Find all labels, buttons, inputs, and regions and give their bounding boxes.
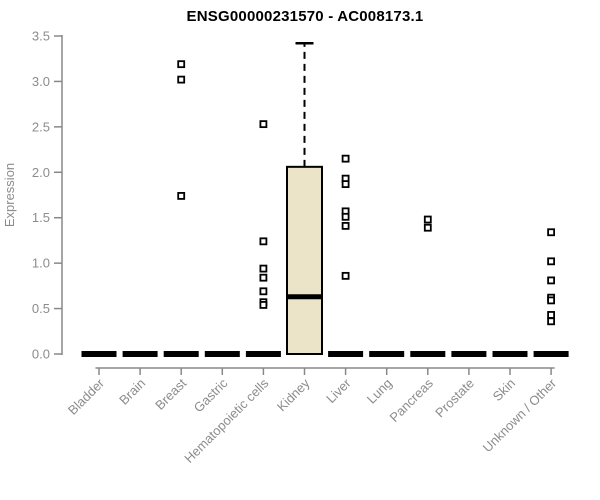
outlier-point-hematopoietic-cells xyxy=(259,273,268,282)
y-axis-tick-label: 3.5 xyxy=(32,29,50,44)
x-axis-label-lung: Lung xyxy=(364,376,395,407)
zero-box-skin xyxy=(492,351,528,357)
x-axis-label-liver: Liver xyxy=(323,375,354,406)
x-axis-label-prostate: Prostate xyxy=(432,376,477,421)
zero-box-lung xyxy=(369,351,405,357)
x-axis-label-breast: Breast xyxy=(152,375,189,412)
zero-box-unknown-other xyxy=(533,351,569,357)
outlier-point-unknown-other xyxy=(547,296,555,305)
x-axis-label-skin: Skin xyxy=(490,376,518,404)
outlier-point-liver xyxy=(341,154,350,163)
zero-box-hematopoietic-cells xyxy=(245,351,281,357)
outlier-point-liver xyxy=(341,271,350,280)
outlier-point-liver xyxy=(341,212,350,221)
outlier-point-unknown-other xyxy=(547,228,555,237)
x-axis-label-unknown-other: Unknown / Other xyxy=(480,375,560,455)
y-axis-tick-label: 3.0 xyxy=(32,74,50,89)
outlier-point-unknown-other xyxy=(547,311,555,319)
x-axis-label-pancreas: Pancreas xyxy=(386,375,436,425)
outlier-point-breast xyxy=(177,192,186,200)
box-kidney xyxy=(286,165,323,355)
x-axis-label-brain: Brain xyxy=(116,376,148,408)
outlier-point-pancreas xyxy=(423,215,432,224)
outlier-point-hematopoietic-cells xyxy=(259,237,268,246)
outlier-point-liver xyxy=(341,221,350,230)
y-axis-tick-label: 0.0 xyxy=(32,347,50,362)
outlier-point-breast xyxy=(177,60,186,69)
outlier-point-breast xyxy=(177,75,186,84)
x-axis-label-kidney: Kidney xyxy=(274,375,313,414)
zero-box-gastric xyxy=(204,351,240,357)
y-axis-tick-label: 1.5 xyxy=(32,210,50,225)
y-axis-tick-label: 1.0 xyxy=(32,256,50,271)
x-axis-label-gastric: Gastric xyxy=(191,375,231,415)
outlier-point-unknown-other xyxy=(547,317,555,326)
chart-title: ENSG00000231570 - AC008173.1 xyxy=(186,8,424,25)
outlier-point-hematopoietic-cells xyxy=(259,301,268,309)
y-axis-tick-label: 0.5 xyxy=(32,301,50,316)
zero-box-liver xyxy=(328,351,364,357)
y-axis-tick-label: 2.5 xyxy=(32,119,50,134)
outlier-point-pancreas xyxy=(423,223,432,232)
outlier-point-unknown-other xyxy=(547,257,555,266)
median-kidney xyxy=(287,294,322,300)
outlier-point-hematopoietic-cells xyxy=(259,264,268,273)
y-axis-tick-label: 2.0 xyxy=(32,165,50,180)
outlier-point-hematopoietic-cells xyxy=(259,287,268,296)
zero-box-bladder xyxy=(81,351,117,357)
outlier-point-hematopoietic-cells xyxy=(259,120,268,129)
zero-box-breast xyxy=(163,351,199,357)
zero-box-brain xyxy=(122,351,158,357)
zero-box-prostate xyxy=(451,351,487,357)
outlier-point-liver xyxy=(341,180,350,188)
x-axis-label-bladder: Bladder xyxy=(65,375,108,418)
zero-box-pancreas xyxy=(410,351,446,357)
outlier-point-unknown-other xyxy=(547,276,555,285)
y-axis-label: Expression xyxy=(2,163,17,227)
